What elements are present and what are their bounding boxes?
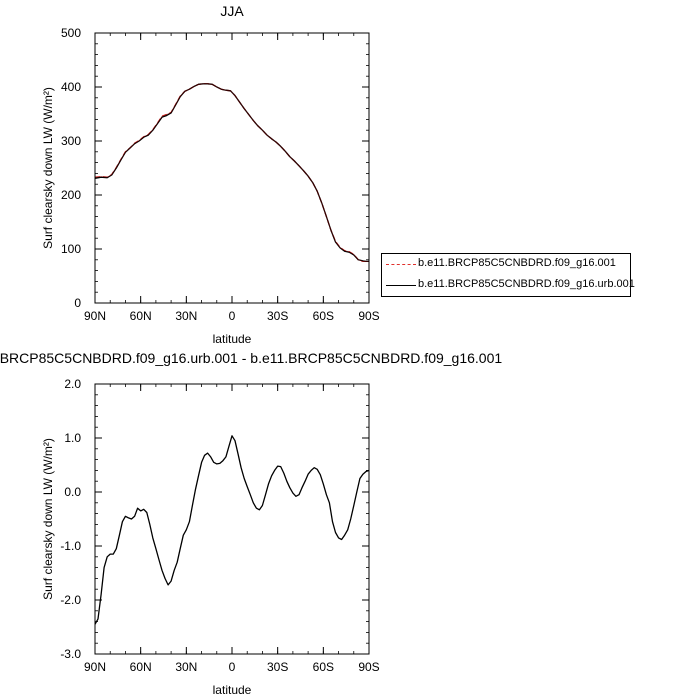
top-y-tick-label: 500 xyxy=(61,26,81,40)
bottom-x-tick-label: 90S xyxy=(358,660,379,674)
top-x-tick-label: 60N xyxy=(130,309,152,323)
legend-item-control: b.e11.BRCP85C5CNBDRD.f09_g16.001 xyxy=(382,254,630,274)
legend-item-urban: b.e11.BRCP85C5CNBDRD.f09_g16.urb.001 xyxy=(382,275,635,295)
bottom-x-tick-label: 60S xyxy=(313,660,334,674)
top-series-overlay xyxy=(94,83,369,262)
top-x-tick-label: 60S xyxy=(313,309,334,323)
top-x-tick-label: 30S xyxy=(267,309,288,323)
bottom-panel: b.e11.BRCP85C5CNBDRD.f09_g16.urb.001 - b… xyxy=(0,350,502,697)
bottom-y-tick-label: -1.0 xyxy=(60,539,81,553)
top-x-axis-label: latitude xyxy=(213,332,252,346)
bottom-series-group xyxy=(94,435,370,625)
top-y-tick-label: 200 xyxy=(61,188,81,202)
bottom-chart-title: b.e11.BRCP85C5CNBDRD.f09_g16.urb.001 - b… xyxy=(0,350,502,366)
bottom-y-tick-label: -3.0 xyxy=(60,647,81,661)
top-series-line-urban xyxy=(94,83,369,263)
legend-swatch-dashed xyxy=(386,264,416,265)
bottom-y-tick-label: 0.0 xyxy=(64,485,81,499)
top-y-tick-label: 300 xyxy=(61,134,81,148)
bottom-x-tick-label: 90N xyxy=(84,660,106,674)
top-series-line-control xyxy=(94,83,369,263)
top-x-tick-label: 0 xyxy=(229,309,236,323)
top-x-tick-label: 90N xyxy=(84,309,106,323)
bottom-y-tick-label: -2.0 xyxy=(60,593,81,607)
top-chart-title: JJA xyxy=(220,3,244,19)
top-axes: 90N 60N 30N 0 30S 60S 90S 0 100 200 300 400 500 xyxy=(61,26,380,323)
top-y-tick-label: 100 xyxy=(61,242,81,256)
bottom-x-axis-label: latitude xyxy=(213,683,252,697)
bottom-x-tick-label: 0 xyxy=(229,660,236,674)
legend: b.e11.BRCP85C5CNBDRD.f09_g16.001 b.e11.B… xyxy=(381,253,635,297)
bottom-y-tick-label: 1.0 xyxy=(64,431,81,445)
bottom-y-tick-label: 2.0 xyxy=(64,377,81,391)
bottom-x-tick-label: 60N xyxy=(130,660,152,674)
top-y-tick-label: 400 xyxy=(61,80,81,94)
bottom-x-tick-label: 30S xyxy=(267,660,288,674)
legend-label-control: b.e11.BRCP85C5CNBDRD.f09_g16.001 xyxy=(418,257,616,269)
legend-swatch-solid xyxy=(386,285,416,286)
legend-label-urban: b.e11.BRCP85C5CNBDRD.f09_g16.urb.001 xyxy=(418,278,635,290)
top-x-tick-label: 30N xyxy=(175,309,197,323)
bottom-series-line-urban xyxy=(94,435,370,625)
bottom-axes: 90N 60N 30N 0 30S 60S 90S -3.0 -2.0 -1.0 0.0 1.0 2.0 xyxy=(60,377,379,674)
top-y-tick-label: 0 xyxy=(74,296,81,310)
top-x-tick-label: 90S xyxy=(358,309,379,323)
top-series-group xyxy=(94,83,369,263)
bottom-y-axis-label: Surf clearsky down LW (W/m²) xyxy=(41,438,55,600)
bottom-x-tick-label: 30N xyxy=(175,660,197,674)
top-plot-frame xyxy=(94,32,370,304)
top-y-axis-label: Surf clearsky down LW (W/m²) xyxy=(41,87,55,249)
top-panel: JJA 90N 60N 30N 0 30S 60S 90S0100200300400500 … xyxy=(41,3,380,346)
bottom-plot-frame xyxy=(94,383,370,655)
